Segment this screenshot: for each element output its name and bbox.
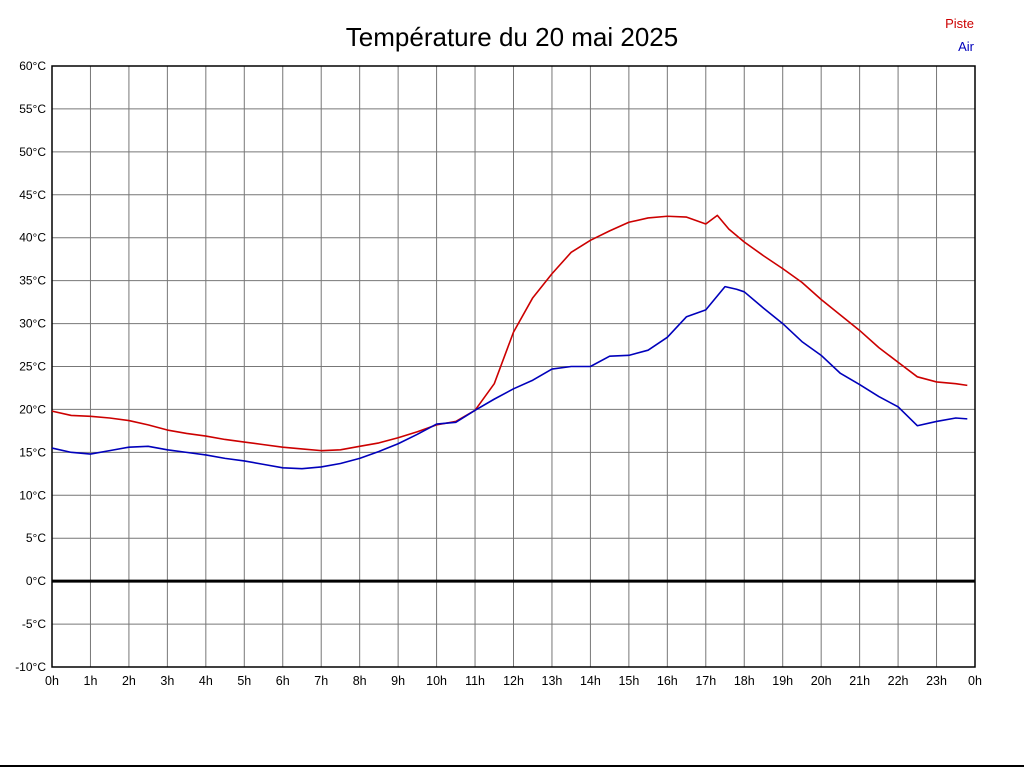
- x-tick-label: 17h: [695, 674, 716, 688]
- y-tick-label: 5°C: [26, 531, 46, 545]
- y-tick-label: 35°C: [19, 274, 46, 288]
- y-tick-label: 10°C: [19, 488, 46, 502]
- x-tick-label: 12h: [503, 674, 524, 688]
- y-tick-label: 55°C: [19, 102, 46, 116]
- chart-title: Température du 20 mai 2025: [345, 22, 679, 52]
- x-tick-label: 8h: [353, 674, 367, 688]
- x-tick-label: 0h: [968, 674, 982, 688]
- bottom-border-line: [0, 765, 1024, 767]
- x-tick-label: 21h: [849, 674, 870, 688]
- x-tick-label: 19h: [772, 674, 793, 688]
- x-tick-label: 20h: [811, 674, 832, 688]
- x-tick-label: 18h: [734, 674, 755, 688]
- plot-border: [51, 65, 976, 668]
- x-tick-label: 3h: [160, 674, 174, 688]
- x-tick-label: 23h: [926, 674, 947, 688]
- y-tick-label: 20°C: [19, 402, 46, 416]
- x-tick-label: 5h: [237, 674, 251, 688]
- x-tick-label: 1h: [84, 674, 98, 688]
- chart-legend: Piste Air: [945, 12, 974, 58]
- piste-series-line: [51, 214, 968, 452]
- x-tick-label: 7h: [314, 674, 328, 688]
- air-series-line: [51, 285, 968, 470]
- x-tick-label: 2h: [122, 674, 136, 688]
- y-tick-label: 40°C: [19, 231, 46, 245]
- y-tick-label: 30°C: [19, 317, 46, 331]
- y-tick-label: 15°C: [19, 445, 46, 459]
- y-tick-label: -5°C: [22, 617, 46, 631]
- legend-item-air: Air: [958, 39, 974, 54]
- x-tick-label: 16h: [657, 674, 678, 688]
- y-tick-label: 25°C: [19, 360, 46, 374]
- x-tick-label: 22h: [888, 674, 909, 688]
- x-tick-label: 6h: [276, 674, 290, 688]
- y-tick-label: 50°C: [19, 145, 46, 159]
- x-tick-label: 11h: [465, 674, 485, 688]
- y-tick-label: -10°C: [15, 660, 46, 674]
- x-tick-label: 14h: [580, 674, 601, 688]
- x-tick-label: 0h: [45, 674, 59, 688]
- y-tick-label: 60°C: [19, 59, 46, 73]
- x-tick-label: 13h: [542, 674, 563, 688]
- y-tick-label: 45°C: [19, 188, 46, 202]
- x-tick-label: 15h: [618, 674, 639, 688]
- x-tick-label: 4h: [199, 674, 213, 688]
- y-tick-label: 0°C: [26, 574, 46, 588]
- x-tick-label: 10h: [426, 674, 447, 688]
- x-tick-label: 9h: [391, 674, 405, 688]
- legend-item-piste: Piste: [945, 16, 974, 31]
